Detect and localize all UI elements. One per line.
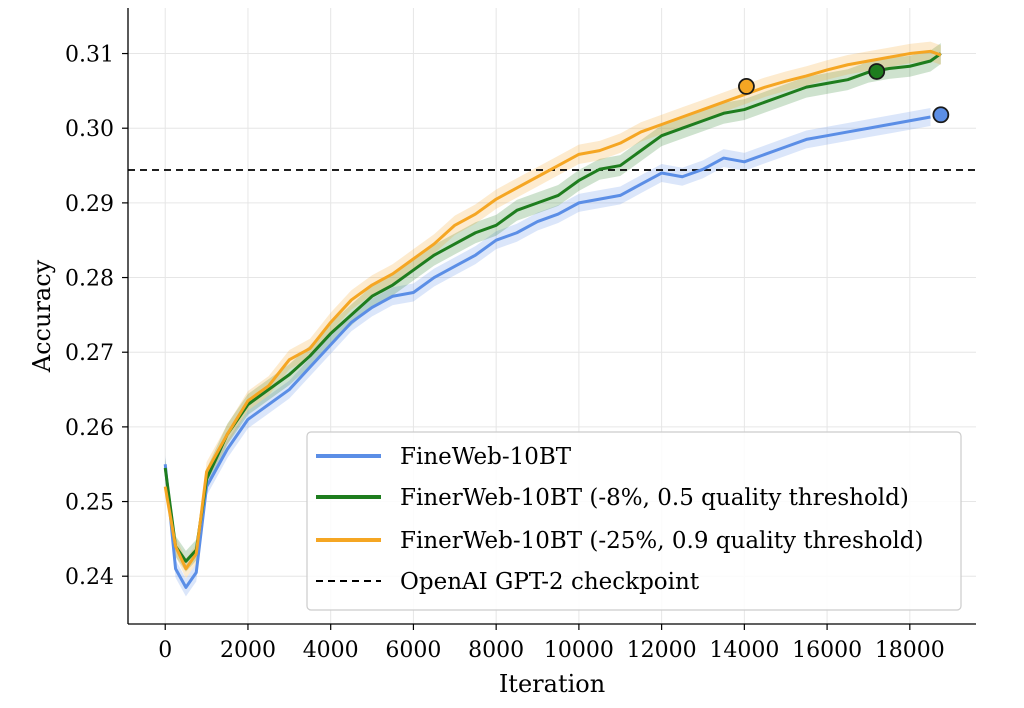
x-tick-label: 0 bbox=[158, 638, 172, 663]
x-tick-label: 2000 bbox=[220, 638, 276, 663]
x-tick-label: 6000 bbox=[385, 638, 441, 663]
confidence-bands bbox=[165, 41, 941, 597]
x-tick-label: 16000 bbox=[792, 638, 862, 663]
final-markers bbox=[738, 63, 950, 124]
series-lines bbox=[163, 49, 942, 589]
y-tick-label: 0.24 bbox=[65, 565, 114, 590]
y-tick-label: 0.31 bbox=[65, 43, 114, 68]
tick-labels: 0 2000 4000 6000 8000 10000 12000 14000 16000 180… bbox=[65, 43, 945, 663]
y-tick-label: 0.30 bbox=[65, 117, 114, 142]
y-tick-label: 0.27 bbox=[65, 341, 114, 366]
y-tick-label: 0.28 bbox=[65, 267, 114, 292]
grid-lines bbox=[128, 8, 976, 624]
y-tick-label: 0.25 bbox=[65, 491, 114, 516]
x-tick-label: 12000 bbox=[627, 638, 697, 663]
series-band-0 bbox=[165, 108, 931, 597]
axes bbox=[122, 8, 976, 630]
series-marker-2 bbox=[738, 78, 755, 95]
series-line-0 bbox=[163, 115, 931, 589]
legend-label-finerweb-25: FinerWeb-10BT (-25%, 0.9 quality thresho… bbox=[400, 528, 924, 554]
x-tick-label: 14000 bbox=[709, 638, 779, 663]
legend: FineWeb-10BT FinerWeb-10BT (-8%, 0.5 qua… bbox=[306, 431, 962, 611]
series-line-1 bbox=[163, 52, 942, 563]
legend-label-gpt2: OpenAI GPT-2 checkpoint bbox=[400, 569, 700, 595]
legend-label-finerweb-8: FinerWeb-10BT (-8%, 0.5 quality threshol… bbox=[400, 485, 909, 511]
y-tick-label: 0.26 bbox=[65, 416, 114, 441]
x-tick-label: 8000 bbox=[468, 638, 524, 663]
x-tick-label: 10000 bbox=[544, 638, 614, 663]
x-axis-label: Iteration bbox=[499, 670, 605, 698]
y-axis-label: Accuracy bbox=[28, 259, 56, 373]
x-tick-label: 4000 bbox=[303, 638, 359, 663]
legend-box bbox=[306, 431, 962, 611]
series-line-2 bbox=[163, 49, 942, 571]
series-marker-1 bbox=[868, 63, 886, 80]
x-tick-label: 18000 bbox=[875, 638, 945, 663]
legend-label-fineweb: FineWeb-10BT bbox=[400, 444, 572, 470]
y-tick-label: 0.29 bbox=[65, 192, 114, 217]
series-marker-0 bbox=[932, 106, 950, 124]
